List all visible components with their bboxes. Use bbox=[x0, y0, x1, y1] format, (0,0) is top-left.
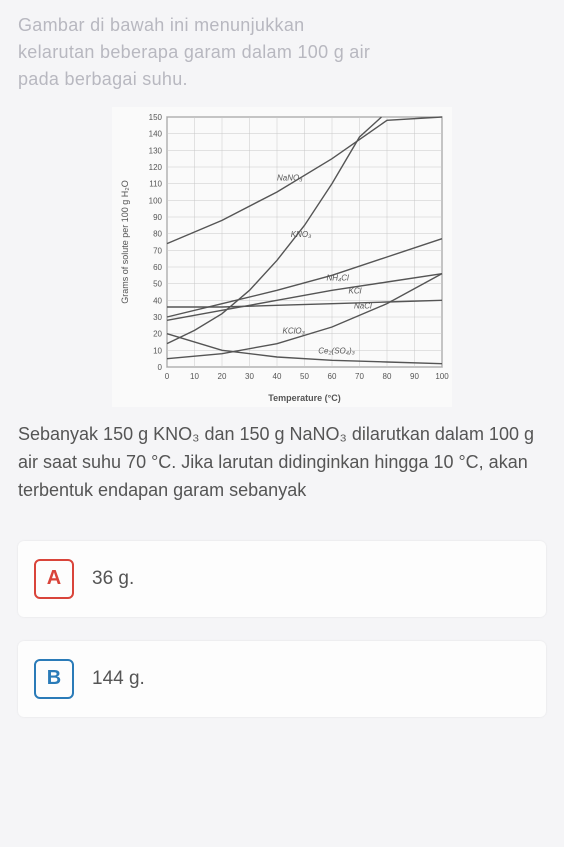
svg-text:150: 150 bbox=[149, 113, 163, 122]
question-body: Sebanyak 150 g KNO₃ dan 150 g NaNO₃ dila… bbox=[18, 421, 546, 505]
svg-text:NH₄Cl: NH₄Cl bbox=[327, 273, 350, 282]
svg-text:80: 80 bbox=[383, 372, 392, 381]
option-a[interactable]: A 36 g. bbox=[18, 541, 546, 617]
svg-text:80: 80 bbox=[153, 230, 162, 239]
svg-text:KClO₃: KClO₃ bbox=[283, 327, 305, 336]
chart-container: 0 10 20 30 40 50 60 70 80 90 100 0 10 20 30 40 50 60 70 80 9… bbox=[18, 107, 546, 407]
svg-text:50: 50 bbox=[300, 372, 309, 381]
svg-text:60: 60 bbox=[328, 372, 337, 381]
svg-text:140: 140 bbox=[149, 130, 163, 139]
svg-text:60: 60 bbox=[153, 263, 162, 272]
svg-text:120: 120 bbox=[149, 163, 163, 172]
svg-text:100: 100 bbox=[149, 196, 163, 205]
svg-text:100: 100 bbox=[435, 372, 449, 381]
svg-text:70: 70 bbox=[355, 372, 364, 381]
svg-text:90: 90 bbox=[410, 372, 419, 381]
svg-text:Ce₂(SO₄)₃: Ce₂(SO₄)₃ bbox=[318, 347, 355, 356]
svg-text:KCl: KCl bbox=[349, 287, 362, 296]
svg-text:90: 90 bbox=[153, 213, 162, 222]
svg-text:130: 130 bbox=[149, 146, 163, 155]
svg-text:20: 20 bbox=[153, 330, 162, 339]
svg-text:KNO₃: KNO₃ bbox=[291, 230, 312, 239]
svg-text:0: 0 bbox=[158, 363, 163, 372]
svg-text:30: 30 bbox=[245, 372, 254, 381]
svg-text:10: 10 bbox=[190, 372, 199, 381]
svg-text:30: 30 bbox=[153, 313, 162, 322]
svg-text:40: 40 bbox=[273, 372, 282, 381]
option-b[interactable]: B 144 g. bbox=[18, 641, 546, 717]
option-b-letter: B bbox=[34, 659, 74, 699]
option-a-letter: A bbox=[34, 559, 74, 599]
solubility-chart: 0 10 20 30 40 50 60 70 80 90 100 0 10 20 30 40 50 60 70 80 9… bbox=[112, 107, 452, 407]
question-prompt: Gambar di bawah ini menunjukkan kelaruta… bbox=[18, 12, 546, 93]
svg-text:Temperature (°C): Temperature (°C) bbox=[268, 393, 340, 403]
q-line3: pada berbagai suhu. bbox=[18, 69, 188, 89]
svg-text:70: 70 bbox=[153, 246, 162, 255]
q-line1: Gambar di bawah ini menunjukkan bbox=[18, 15, 304, 35]
svg-text:20: 20 bbox=[218, 372, 227, 381]
svg-text:0: 0 bbox=[165, 372, 170, 381]
svg-text:NaCl: NaCl bbox=[354, 302, 372, 311]
svg-text:10: 10 bbox=[153, 346, 162, 355]
svg-text:Grams of solute per 100 g H₂O: Grams of solute per 100 g H₂O bbox=[120, 180, 130, 304]
svg-text:50: 50 bbox=[153, 280, 162, 289]
svg-text:40: 40 bbox=[153, 296, 162, 305]
option-b-text: 144 g. bbox=[92, 668, 145, 690]
q-line2: kelarutan beberapa garam dalam 100 g air bbox=[18, 42, 370, 62]
option-a-text: 36 g. bbox=[92, 568, 134, 590]
svg-text:110: 110 bbox=[149, 180, 162, 189]
svg-text:NaNO₃: NaNO₃ bbox=[277, 173, 302, 182]
